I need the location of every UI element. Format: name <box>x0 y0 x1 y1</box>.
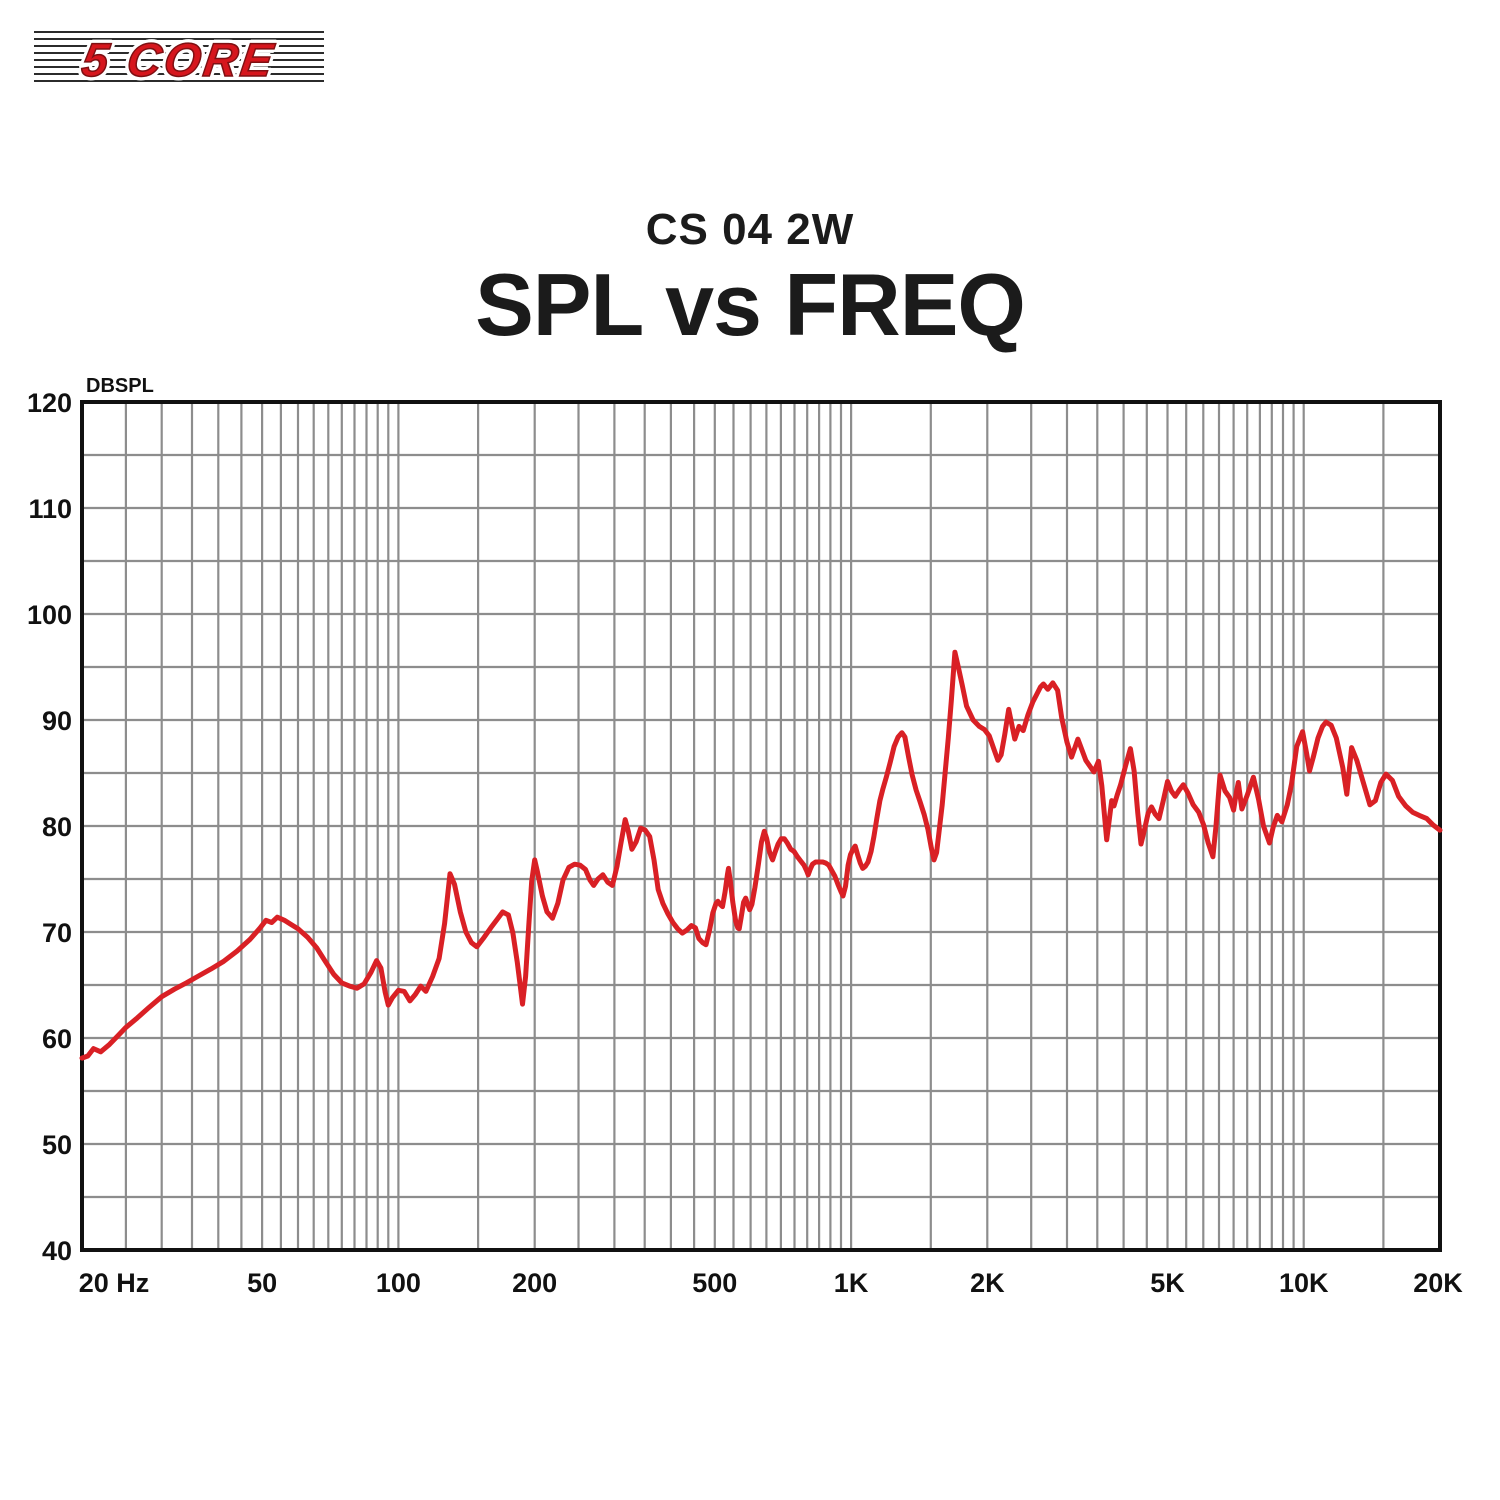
y-axis-unit-label: DBSPL <box>86 375 154 397</box>
y-axis-tick-label: 60 <box>42 1024 72 1054</box>
x-axis-tick-label: 50 <box>247 1268 277 1298</box>
logo-stripes <box>34 31 324 87</box>
y-axis-tick-label: 90 <box>42 706 72 736</box>
x-axis-tick-label: 20 Hz <box>79 1268 150 1298</box>
y-axis-tick-label: 100 <box>27 600 72 630</box>
y-axis-tick-label: 40 <box>42 1236 72 1266</box>
x-axis-tick-label: 100 <box>376 1268 421 1298</box>
x-axis-tick-label: 5K <box>1150 1268 1185 1298</box>
x-axis-tick-label: 200 <box>512 1268 557 1298</box>
brand-logo: 5 CORE <box>34 26 324 92</box>
x-axis-tick-label: 2K <box>970 1268 1005 1298</box>
spl-response-curve <box>79 649 1443 1061</box>
plot-border <box>80 400 1442 1252</box>
y-axis-tick-label: 120 <box>27 388 72 418</box>
x-axis-tick-label: 1K <box>834 1268 869 1298</box>
y-axis-tick-label: 70 <box>42 918 72 948</box>
chart-title: SPL vs FREQ <box>475 255 1026 354</box>
chart-subtitle-model: CS 04 2W <box>645 205 855 254</box>
y-axis-tick-label: 50 <box>42 1130 72 1160</box>
x-axis-tick-label: 10K <box>1279 1268 1329 1298</box>
y-axis-tick-label: 80 <box>42 812 72 842</box>
title-block: CS 04 2W SPL vs FREQ <box>0 205 1500 349</box>
y-axis-tick-label: 110 <box>28 494 72 524</box>
x-axis-tick-label: 20K <box>1413 1268 1463 1298</box>
x-axis-tick-label: 500 <box>692 1268 737 1298</box>
